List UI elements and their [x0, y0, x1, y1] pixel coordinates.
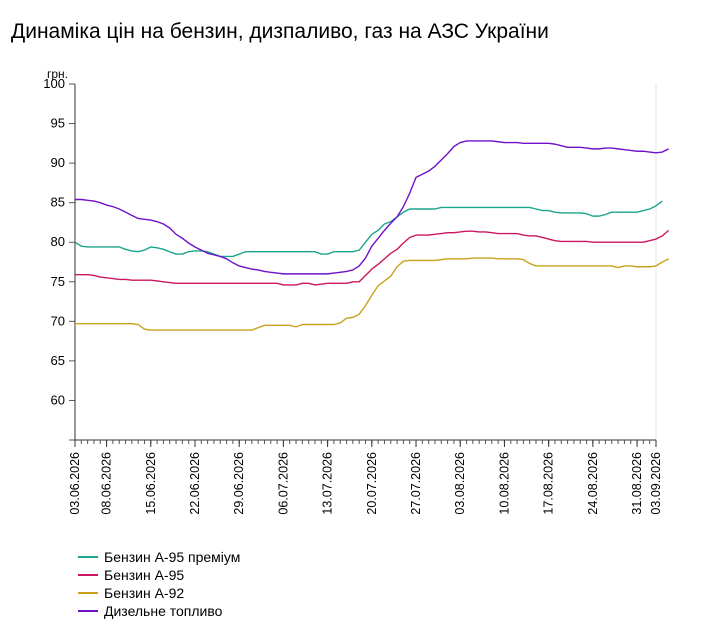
series-line — [75, 140, 669, 275]
series-line — [75, 229, 670, 286]
legend-swatch — [78, 574, 98, 576]
y-tick-label: 95 — [51, 116, 65, 131]
x-tick-label: 27.07.2026 — [409, 452, 423, 515]
legend-item[interactable]: Бензин А-95 преміум — [78, 548, 240, 566]
x-tick-label: 06.07.2026 — [276, 452, 290, 515]
legend-item[interactable]: Бензин А-95 — [78, 566, 240, 584]
y-axis-label: грн. — [47, 67, 68, 81]
x-tick-label: 10.08.2026 — [497, 452, 511, 515]
x-tick-label: 20.07.2026 — [365, 452, 379, 515]
x-tick-label: 03.08.2026 — [453, 452, 467, 515]
y-tick-label: 60 — [51, 392, 65, 407]
legend-label: Бензин А-92 — [104, 585, 185, 601]
series-line — [74, 200, 663, 258]
axes: 60 65 70 75 80 85 90 95 100 03.06.2026 08.06.2026 1… — [43, 76, 663, 515]
y-tick-label: 100 — [43, 76, 65, 91]
x-tick-label: 22.06.2026 — [188, 452, 202, 515]
x-tick-label: 13.07.2026 — [321, 452, 335, 515]
legend-label: Бензин А-95 — [104, 567, 185, 583]
legend-swatch — [78, 610, 98, 612]
y-tick-label: 75 — [51, 274, 65, 289]
x-tick-label: 31.08.2026 — [630, 452, 644, 515]
x-tick-label: 29.06.2026 — [232, 452, 246, 515]
legend-item[interactable]: Бензин А-92 — [78, 584, 240, 602]
legend-swatch — [78, 556, 98, 558]
legend-item[interactable]: Дизельне топливо — [78, 602, 240, 620]
legend-label: Дизельне топливо — [104, 603, 223, 619]
y-tick-label: 70 — [51, 313, 65, 328]
y-tick-label: 90 — [51, 155, 65, 170]
legend-label: Бензин А-95 преміум — [104, 549, 241, 565]
x-tick-label: 17.08.2026 — [542, 452, 556, 515]
x-tick-label: 24.08.2026 — [586, 452, 600, 515]
legend-swatch — [78, 592, 98, 594]
series-line — [75, 257, 669, 331]
series-lines — [74, 140, 670, 331]
y-tick-label: 85 — [51, 195, 65, 210]
chart-title: Динаміка цін на бензин, дизпаливо, газ н… — [11, 20, 549, 43]
y-tick-label: 65 — [51, 353, 65, 368]
x-tick-label: 15.06.2026 — [144, 452, 158, 515]
x-tick-label: 08.06.2026 — [100, 452, 114, 515]
x-tick-label: 03.09.2026 — [649, 452, 663, 515]
legend: Бензин А-95 преміум Бензин А-95 Бензин А… — [78, 548, 240, 620]
y-tick-label: 80 — [51, 234, 65, 249]
x-tick-label: 03.06.2026 — [68, 452, 82, 515]
